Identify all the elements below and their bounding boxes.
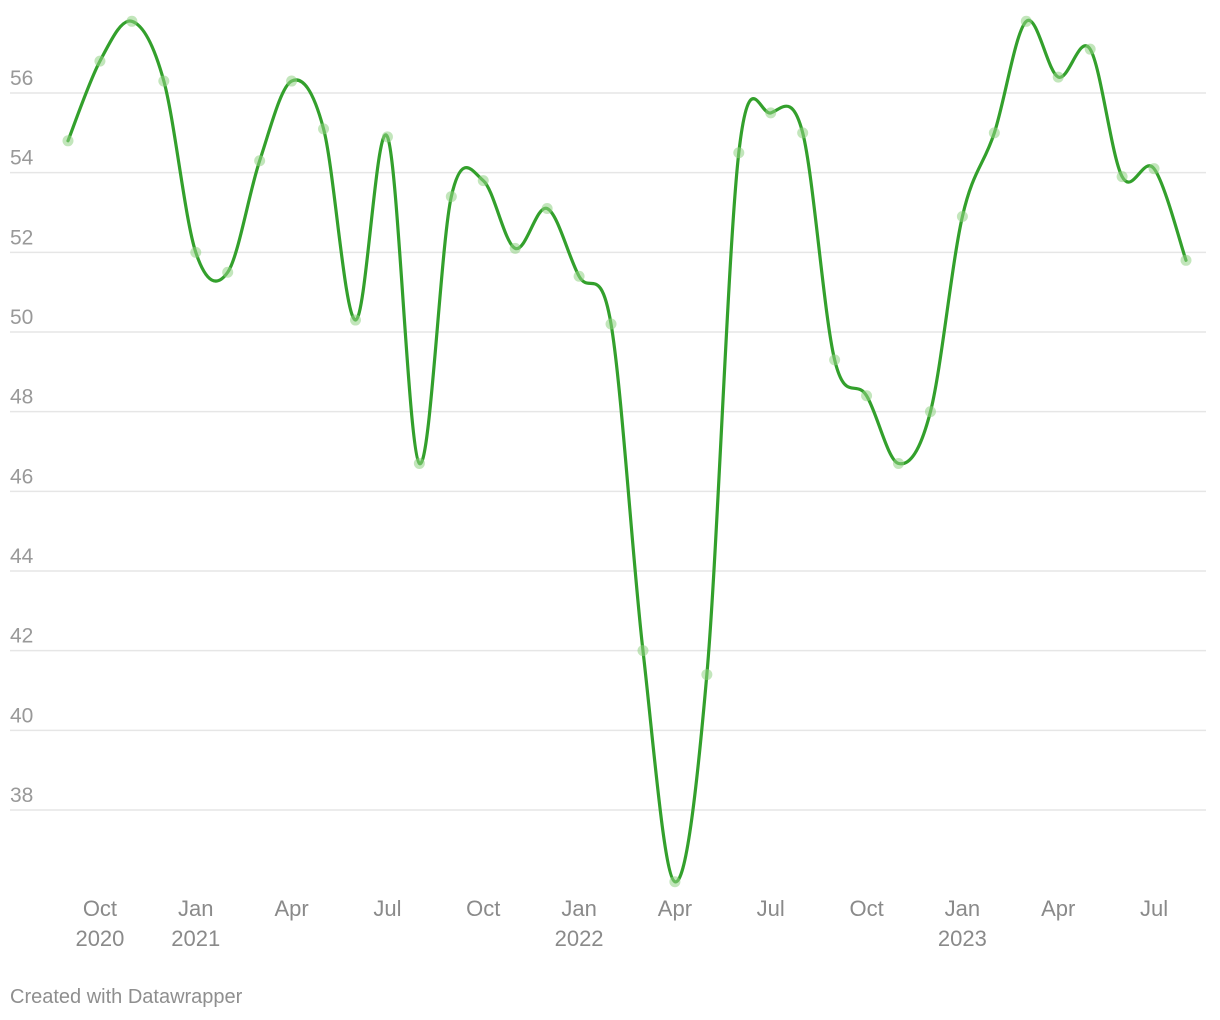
data-point [573,270,585,282]
x-tick-year-label: 2023 [938,926,987,951]
data-point [797,127,809,139]
series-line [66,18,1188,884]
data-point [286,75,298,87]
x-tick-label: Jul [757,896,785,921]
x-tick-label: Apr [658,896,692,921]
data-point [956,210,968,222]
y-tick-label: 38 [10,784,33,807]
line-chart: 38 40 42 44 46 48 50 52 54 56 Oct 2020 Jan 2021 Apr Ju… [10,15,1206,951]
x-tick-label: Jan [178,896,213,921]
y-tick-label: 56 [10,67,33,90]
data-point [605,318,617,330]
data-point [318,123,330,135]
y-tick-label: 50 [10,306,33,329]
series-line-layer [66,18,1188,884]
data-point [1180,254,1192,266]
data-point [190,246,202,258]
y-tick-label: 44 [10,545,34,568]
data-point [924,406,936,418]
data-point [62,135,74,147]
data-point [1020,15,1032,27]
data-point [1116,171,1128,183]
x-tick-label: Oct [83,896,117,921]
x-tick-label: Jul [373,896,401,921]
x-tick-year-label: 2022 [555,926,604,951]
data-point [254,155,266,167]
data-point [349,314,361,326]
data-point [222,266,234,278]
x-tick-label: Jul [1140,896,1168,921]
x-tick-label: Apr [1041,896,1075,921]
x-tick-label: Jan [945,896,980,921]
y-tick-label: 40 [10,704,33,727]
data-point [1148,163,1160,175]
y-tick-label: 54 [10,147,34,170]
x-tick-year-label: 2020 [75,926,124,951]
x-tick-label: Oct [849,896,883,921]
data-point [1052,71,1064,83]
gridlines [10,92,1206,811]
x-tick-label: Jan [561,896,596,921]
data-point [669,876,681,888]
data-point [733,147,745,159]
y-tick-label: 52 [10,226,33,249]
data-point [1084,43,1096,55]
data-point [509,242,521,254]
y-tick-label: 46 [10,465,33,488]
data-point [94,55,106,67]
x-tick-label: Apr [274,896,308,921]
x-tick-year-label: 2021 [171,926,220,951]
data-point [988,127,1000,139]
data-point [765,107,777,119]
y-axis-labels: 38 40 42 44 46 48 50 52 54 56 [10,67,34,807]
y-tick-label: 42 [10,625,33,648]
data-point [477,175,489,187]
data-point [158,75,170,87]
data-point [413,457,425,469]
data-point [701,669,713,681]
data-point [381,131,393,143]
data-point [445,191,457,203]
data-points [62,15,1192,888]
data-point [829,354,841,366]
data-point [126,15,138,27]
x-tick-label: Oct [466,896,500,921]
y-tick-label: 48 [10,386,33,409]
data-point [637,645,649,657]
data-point [861,390,873,402]
data-point [893,457,905,469]
x-axis-labels: Oct 2020 Jan 2021 Apr Jul Oct Jan 2022 Apr Jul Oct J… [75,896,1168,951]
data-point [541,203,553,215]
credit-text: Created with Datawrapper [10,986,243,1008]
